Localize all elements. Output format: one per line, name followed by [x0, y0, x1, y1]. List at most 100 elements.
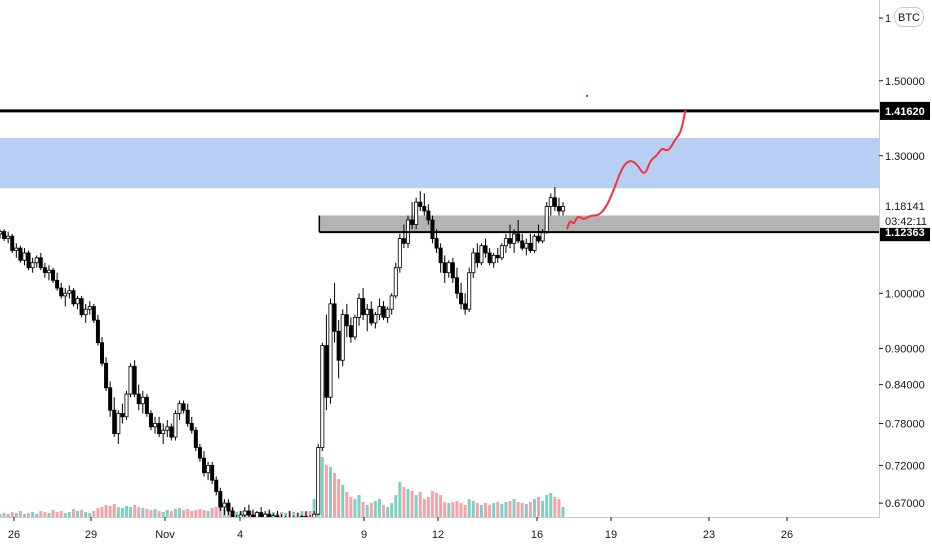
- countdown-label: 03:42:11: [885, 216, 927, 228]
- candle-body: [189, 423, 194, 431]
- volume-bar: [333, 473, 337, 517]
- volume-bar: [178, 508, 182, 517]
- volume-bar: [524, 504, 528, 517]
- volume-bar: [10, 512, 14, 517]
- candle-body: [299, 516, 304, 517]
- x-tick-label: 29: [85, 529, 97, 541]
- volume-bar: [471, 501, 475, 517]
- candle-body: [238, 514, 243, 517]
- y-tick-label: 1.00000: [885, 288, 925, 300]
- x-tick-label: Nov: [155, 529, 175, 541]
- candle-body: [344, 314, 349, 327]
- volume-bar: [406, 489, 410, 517]
- volume-bar: [390, 503, 394, 517]
- candle-body: [108, 387, 113, 411]
- volume-bar: [198, 509, 202, 517]
- candle-body: [316, 447, 321, 515]
- volume-bar: [141, 508, 145, 517]
- candle-body: [328, 303, 333, 398]
- volume-bar: [145, 509, 149, 517]
- y-tick-label: 1.30000: [885, 151, 925, 163]
- candle-body: [10, 235, 15, 251]
- volume-bar: [84, 512, 88, 517]
- candle-body: [173, 413, 178, 438]
- volume-bar: [430, 491, 434, 517]
- candle-body: [401, 238, 406, 244]
- candle-body: [148, 413, 153, 428]
- volume-bar: [312, 499, 316, 517]
- projection-curve: [566, 109, 687, 230]
- volume-bar: [0, 514, 2, 517]
- candle-body: [71, 290, 76, 305]
- y-tick-label: 0.84000: [885, 380, 925, 392]
- volume-bar: [80, 510, 84, 517]
- volume-bar: [308, 511, 312, 517]
- volume-bar: [96, 508, 100, 517]
- candle-body: [332, 303, 337, 332]
- candle-body: [381, 306, 386, 318]
- x-tick-label: 26: [8, 529, 20, 541]
- candle-body: [471, 252, 476, 274]
- candle-body: [214, 479, 219, 492]
- candle-body: [528, 242, 533, 251]
- volume-bar: [190, 511, 194, 517]
- volume-bar: [398, 482, 402, 517]
- volume-bar: [165, 510, 169, 517]
- candle-body: [26, 252, 31, 269]
- volume-bar: [488, 505, 492, 517]
- x-tick-label: 4: [237, 529, 243, 541]
- candle-body: [132, 365, 137, 395]
- candle-body: [389, 295, 394, 310]
- volume-bar: [451, 502, 455, 517]
- volume-bar: [353, 499, 357, 517]
- volume-bar: [479, 505, 483, 517]
- candle-body: [79, 298, 84, 316]
- candle-body: [438, 247, 443, 264]
- candle-body: [483, 245, 488, 254]
- volume-bar: [182, 510, 186, 517]
- candle-body: [393, 267, 398, 297]
- x-tick-label: 9: [361, 529, 367, 541]
- candle-body: [63, 292, 68, 297]
- candle-body: [59, 287, 64, 297]
- volume-bar: [63, 513, 67, 517]
- candle-body: [561, 206, 566, 212]
- candle-body: [201, 457, 206, 474]
- x-tick-label: 23: [703, 529, 715, 541]
- candle-body: [30, 262, 35, 269]
- candle-body: [144, 396, 149, 414]
- volume-bar: [443, 502, 447, 517]
- volume-bar: [422, 499, 426, 517]
- volume-bar: [500, 504, 504, 517]
- volume-bar: [235, 512, 239, 517]
- candle-body: [206, 465, 211, 474]
- candle-body: [161, 429, 166, 435]
- candle-body: [552, 197, 557, 207]
- y-tick-label: 0.67000: [885, 498, 925, 510]
- y-axis-panel: [879, 0, 932, 550]
- volume-bar: [414, 495, 418, 517]
- volume-bar: [516, 502, 520, 517]
- candle-body: [218, 491, 223, 508]
- candle-body: [169, 426, 174, 438]
- candle-body: [450, 262, 455, 279]
- candle-body: [0, 231, 3, 235]
- candle-body: [487, 252, 492, 264]
- volume-bar: [161, 512, 165, 517]
- volume-bar: [71, 509, 75, 517]
- candle-body: [210, 465, 215, 481]
- volume-bar: [447, 503, 451, 517]
- volume-bar: [402, 487, 406, 517]
- current-price-label: 1.18141: [885, 201, 925, 213]
- volume-bar: [6, 514, 10, 517]
- candle-body: [34, 257, 39, 264]
- volume-bar: [382, 505, 386, 517]
- currency-selector-button[interactable]: BTC: [894, 7, 924, 27]
- candle-body: [246, 510, 251, 516]
- volume-bar: [186, 509, 190, 517]
- volume-bar: [124, 506, 128, 517]
- volume-bar: [104, 505, 108, 517]
- candle-body: [479, 245, 484, 264]
